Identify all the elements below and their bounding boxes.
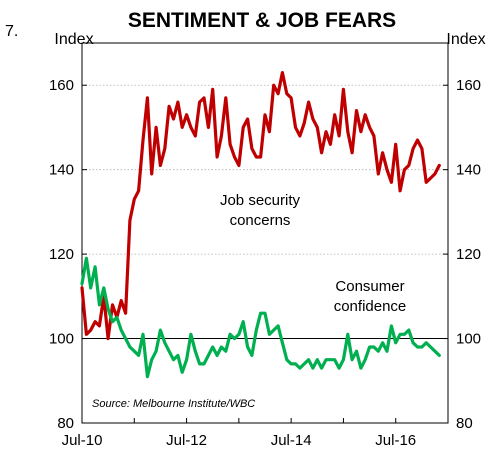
job-security-label-line-1: Job security (220, 192, 301, 209)
figure-number: 7. (5, 23, 18, 40)
series-lines (80, 70, 441, 379)
x-tick-label-Jul-16: Jul-16 (375, 432, 416, 449)
plot-area (81, 42, 449, 424)
y-tick-label-left-120: 120 (49, 246, 74, 263)
consumer-confidence-label-line-1: Consumer (335, 278, 404, 295)
series-line-consumer-confidence (80, 256, 441, 379)
x-tick-label-Jul-10: Jul-10 (62, 432, 103, 449)
x-tick-label-Jul-14: Jul-14 (271, 432, 312, 449)
x-tick-label-Jul-12: Jul-12 (166, 432, 207, 449)
y-axis-label-right: Index (446, 31, 485, 48)
y-tick-label-left-100: 100 (49, 331, 74, 348)
y-axis-label-left: Index (54, 31, 93, 48)
source-note: Source: Melbourne Institute/WBC (92, 398, 255, 410)
y-tick-label-left-160: 160 (49, 77, 74, 94)
y-tick-label-right-140: 140 (456, 162, 481, 179)
y-tick-label-right-120: 120 (456, 246, 481, 263)
consumer-confidence-label-line-2: confidence (334, 298, 407, 315)
series-line-job-security-concerns (80, 70, 441, 341)
y-tick-label-left-80: 80 (57, 415, 74, 432)
y-tick-label-right-100: 100 (456, 331, 481, 348)
chart-title: SENTIMENT & JOB FEARS (128, 9, 396, 32)
y-tick-label-right-160: 160 (456, 77, 481, 94)
y-tick-label-left-140: 140 (49, 162, 74, 179)
y-tick-label-right-80: 80 (456, 415, 473, 432)
job-security-label-line-2: concerns (230, 212, 291, 229)
axis-ticks: 80 80 100 100 120 120 140 140 160 160 Jul-10 Jul-12… (49, 77, 481, 449)
